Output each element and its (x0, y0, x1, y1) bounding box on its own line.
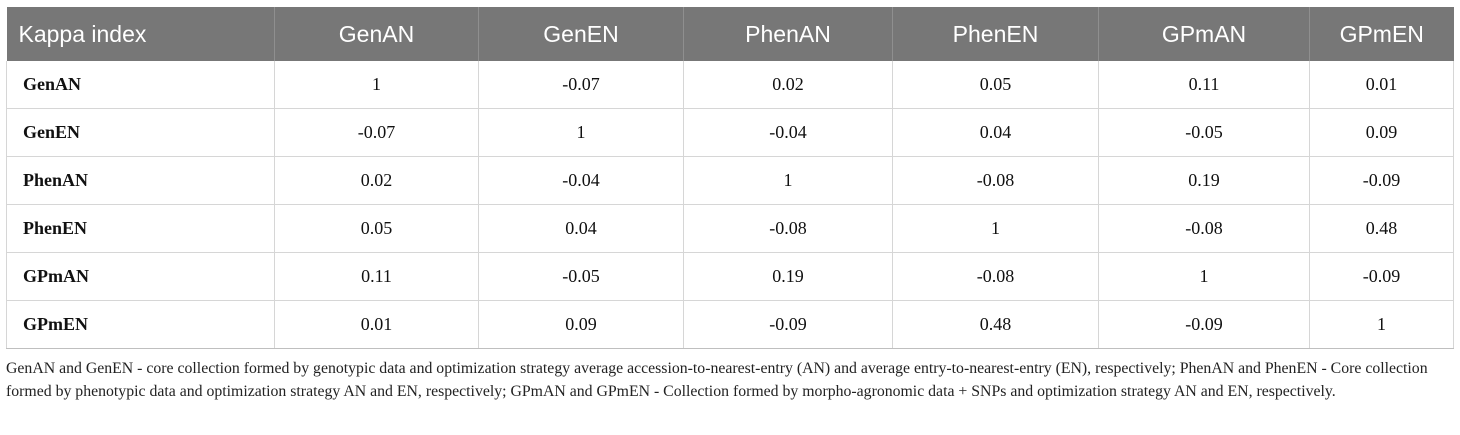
table-cell: -0.04 (683, 108, 893, 157)
table-cell: -0.07 (274, 108, 479, 157)
table-cell: 0.05 (274, 204, 479, 253)
table-cell: -0.09 (1309, 252, 1454, 301)
row-label: GPmEN (6, 300, 275, 349)
column-header: Kappa index (6, 7, 275, 61)
table-header: Kappa index GenAN GenEN PhenAN PhenEN GPmAN GP… (6, 7, 1454, 61)
table-cell: 0.04 (478, 204, 684, 253)
column-header: PhenAN (683, 7, 893, 61)
column-header: GenEN (478, 7, 684, 61)
row-label: GPmAN (6, 252, 275, 301)
table-cell: 1 (1098, 252, 1310, 301)
table-cell: 0.19 (1098, 156, 1310, 205)
table-row: GPmAN 0.11 -0.05 0.19 -0.08 1 -0.09 (6, 252, 1454, 301)
kappa-table-container: Kappa index GenAN GenEN PhenAN PhenEN GPmAN GP… (6, 7, 1454, 349)
table-cell: 0.05 (892, 61, 1099, 109)
table-cell: -0.05 (1098, 108, 1310, 157)
row-label: GenAN (6, 61, 275, 109)
table-cell: -0.05 (478, 252, 684, 301)
table-cell: -0.08 (683, 204, 893, 253)
table-cell: 0.19 (683, 252, 893, 301)
table-cell: 0.01 (274, 300, 479, 349)
table-cell: -0.08 (892, 156, 1099, 205)
table-cell: -0.08 (1098, 204, 1310, 253)
column-header: GPmAN (1098, 7, 1310, 61)
header-row: Kappa index GenAN GenEN PhenAN PhenEN GPmAN GP… (6, 7, 1454, 61)
table-cell: 1 (892, 204, 1099, 253)
table-row: PhenAN 0.02 -0.04 1 -0.08 0.19 -0.09 (6, 156, 1454, 205)
kappa-index-table: Kappa index GenAN GenEN PhenAN PhenEN GPmAN GP… (6, 7, 1454, 349)
column-header: GenAN (274, 7, 479, 61)
table-cell: -0.09 (683, 300, 893, 349)
table-cell: 1 (478, 108, 684, 157)
table-cell: 0.02 (683, 61, 893, 109)
table-cell: 0.09 (478, 300, 684, 349)
row-label: PhenEN (6, 204, 275, 253)
table-footnote: GenAN and GenEN - core collection formed… (6, 360, 1428, 400)
column-header: GPmEN (1309, 7, 1454, 61)
table-cell: -0.07 (478, 61, 684, 109)
table-row: GenEN -0.07 1 -0.04 0.04 -0.05 0.09 (6, 108, 1454, 157)
table-cell: 0.48 (1309, 204, 1454, 253)
table-cell: -0.09 (1309, 156, 1454, 205)
table-cell: 1 (274, 61, 479, 109)
table-row: PhenEN 0.05 0.04 -0.08 1 -0.08 0.48 (6, 204, 1454, 253)
table-cell: 0.48 (892, 300, 1099, 349)
row-label: PhenAN (6, 156, 275, 205)
table-cell: 1 (1309, 300, 1454, 349)
table-cell: 0.11 (1098, 61, 1310, 109)
table-cell: -0.04 (478, 156, 684, 205)
table-cell: 0.09 (1309, 108, 1454, 157)
row-label: GenEN (6, 108, 275, 157)
table-cell: -0.09 (1098, 300, 1310, 349)
column-header: PhenEN (892, 7, 1099, 61)
table-cell: 1 (683, 156, 893, 205)
table-cell: 0.11 (274, 252, 479, 301)
table-row: GPmEN 0.01 0.09 -0.09 0.48 -0.09 1 (6, 300, 1454, 349)
table-body: GenAN 1 -0.07 0.02 0.05 0.11 0.01 GenEN -0.07 1 -0… (6, 61, 1454, 349)
table-cell: 0.04 (892, 108, 1099, 157)
table-cell: -0.08 (892, 252, 1099, 301)
table-cell: 0.01 (1309, 61, 1454, 109)
table-row: GenAN 1 -0.07 0.02 0.05 0.11 0.01 (6, 61, 1454, 109)
table-cell: 0.02 (274, 156, 479, 205)
